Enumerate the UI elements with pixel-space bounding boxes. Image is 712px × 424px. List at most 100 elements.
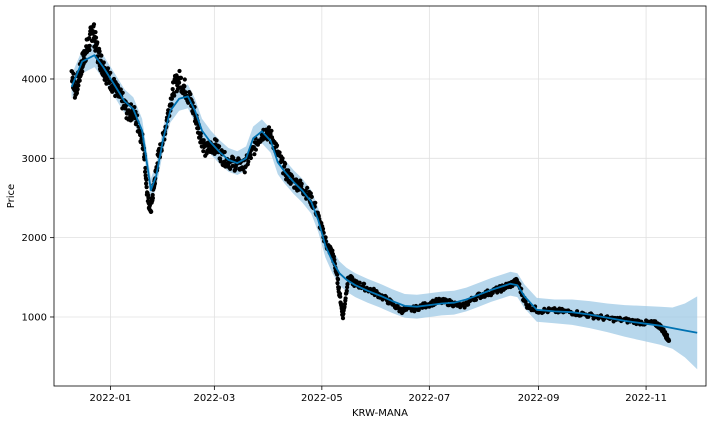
observed-point: [332, 257, 337, 262]
observed-point: [150, 192, 155, 198]
uncertainty-band: [71, 43, 698, 370]
forecast-line-group: [70, 54, 698, 334]
observed-point: [336, 285, 342, 290]
y-axis-label: Price: [6, 184, 17, 208]
observed-point: [242, 170, 247, 175]
observed-point: [222, 149, 227, 155]
observed-point: [345, 282, 350, 287]
observed-point: [97, 49, 102, 54]
observed-point: [340, 316, 346, 321]
x-axis-ticks: 2022-01 2022-03 2022-05 2022-07 2022-09 2022-…: [89, 386, 667, 404]
y-tick-label: 2000: [22, 233, 47, 244]
observed-point: [87, 43, 92, 49]
plot-frame: [53, 5, 707, 387]
observed-point: [144, 177, 149, 182]
observed-point: [80, 69, 85, 74]
observed-point: [182, 77, 187, 82]
observed-point: [93, 35, 99, 40]
observed-point: [217, 144, 222, 149]
forecast-line: [70, 54, 698, 334]
observed-point: [188, 92, 193, 97]
observed-point: [77, 78, 82, 83]
y-tick-label: 1000: [22, 312, 47, 323]
observed-point: [341, 311, 346, 316]
observed-point: [331, 254, 336, 259]
observed-point: [338, 294, 343, 299]
observed-point: [87, 47, 92, 53]
observed-point: [422, 301, 427, 306]
observed-point: [177, 80, 182, 85]
observed-point: [107, 79, 112, 84]
observed-point: [290, 174, 295, 179]
observed-point: [76, 83, 81, 88]
observed-point: [473, 297, 479, 302]
observed-point: [248, 155, 253, 161]
x-tick-label: 2022-11: [625, 393, 667, 404]
observed-point: [169, 102, 174, 107]
observed-point: [182, 84, 187, 89]
observed-point: [252, 152, 257, 157]
observed-point: [178, 75, 184, 80]
x-tick-label: 2022-07: [408, 393, 450, 404]
observed-point: [143, 169, 148, 174]
observed-point: [305, 185, 310, 190]
observed-point: [95, 40, 100, 45]
observed-point: [150, 196, 155, 201]
observed-point: [345, 285, 350, 290]
observed-point: [198, 134, 203, 139]
observed-point: [344, 288, 349, 293]
observed-point: [144, 185, 149, 190]
observed-point: [330, 248, 335, 253]
observed-point: [246, 159, 251, 164]
observed-point: [120, 90, 125, 95]
observed-point: [313, 200, 318, 205]
observed-point: [308, 191, 313, 196]
x-tick-label: 2022-09: [518, 393, 560, 404]
observed-point: [416, 307, 421, 312]
observed-point: [108, 70, 113, 75]
x-tick-label: 2022-05: [301, 393, 343, 404]
observed-point: [87, 36, 92, 41]
observed-point: [143, 165, 148, 171]
observed-point: [149, 209, 154, 214]
observed-point: [91, 22, 97, 27]
observed-point: [71, 71, 76, 76]
observed-point: [666, 338, 672, 343]
observed-point: [362, 281, 367, 286]
observed-point: [170, 87, 175, 92]
observed-point: [144, 181, 149, 186]
x-axis-label: KRW-MANA: [352, 408, 408, 419]
observed-point: [299, 181, 304, 186]
uncertainty-band-group: [71, 43, 698, 370]
observed-point: [201, 138, 206, 143]
observed-point: [101, 60, 106, 65]
observed-point: [177, 68, 182, 74]
observed-point: [146, 195, 151, 200]
observed-point: [138, 140, 143, 145]
observed-point: [283, 161, 288, 166]
observed-point: [196, 126, 201, 131]
x-tick-label: 2022-01: [89, 393, 131, 404]
observed-point: [277, 150, 282, 155]
observed-point: [99, 53, 104, 58]
observed-point: [309, 194, 314, 199]
observed-point: [253, 147, 258, 152]
observed-point: [214, 138, 219, 143]
observed-point: [320, 226, 326, 231]
observed-point: [335, 281, 340, 286]
observed-point: [118, 87, 123, 92]
observed-point: [169, 96, 174, 101]
observed-point: [323, 235, 328, 240]
y-tick-label: 4000: [22, 74, 47, 85]
observed-point: [268, 132, 273, 137]
observed-point: [228, 166, 233, 171]
observed-point: [274, 143, 280, 148]
observed-point: [343, 296, 348, 301]
observed-point: [298, 178, 303, 183]
observed-point: [266, 125, 272, 130]
observed-point: [183, 90, 188, 95]
observed-point: [269, 128, 274, 133]
observed-point: [93, 29, 98, 35]
